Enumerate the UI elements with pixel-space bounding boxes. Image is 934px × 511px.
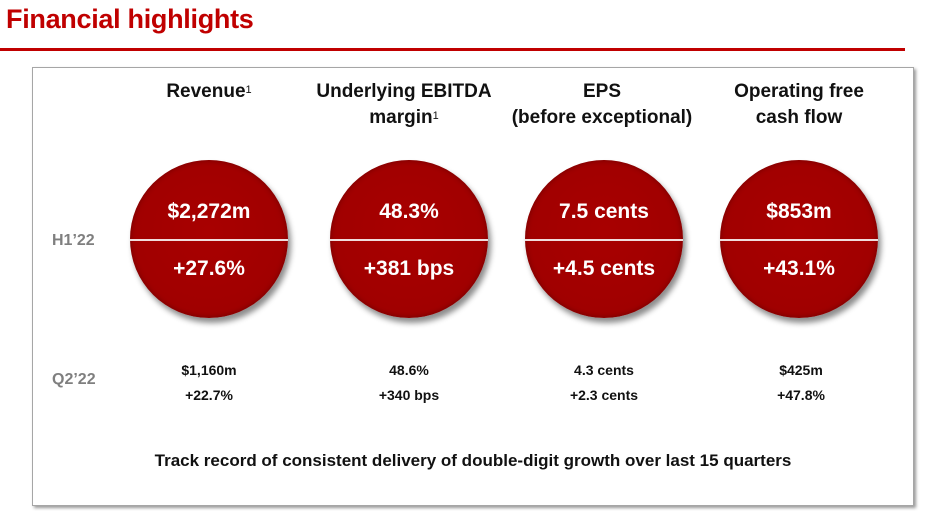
q2-fcf-change: +47.8% xyxy=(777,387,825,403)
h1-ebitda-circle: 48.3% +381 bps xyxy=(330,160,488,318)
h1-change: +4.5 cents xyxy=(552,257,656,280)
row-label-h1: H1’22 xyxy=(52,232,95,249)
heading-text: margin xyxy=(369,107,433,128)
q2-fcf-value: $425m xyxy=(779,362,823,378)
footer-statement: Track record of consistent delivery of d… xyxy=(154,451,792,470)
heading-text: cash flow xyxy=(755,107,843,128)
heading-eps: EPS (before exceptional) xyxy=(502,79,702,131)
row-label-q2: Q2’22 xyxy=(52,371,96,388)
heading-operating-fcf: Operating free cash flow xyxy=(699,79,899,131)
circle-divider xyxy=(720,239,878,241)
footnote-marker: 1 xyxy=(245,84,252,96)
h1-revenue-circle: $2,272m +27.6% xyxy=(130,160,288,318)
footnote-marker: 1 xyxy=(432,110,439,122)
heading-text: EPS xyxy=(582,81,622,102)
circle-divider xyxy=(525,239,683,241)
q2-eps-value: 4.3 cents xyxy=(574,362,634,378)
q2-revenue-change: +22.7% xyxy=(185,387,233,403)
page-title: Financial highlights xyxy=(6,4,254,34)
heading-text: Revenue xyxy=(166,81,246,102)
title-underline xyxy=(0,48,905,51)
heading-ebitda-margin: Underlying EBITDA margin1 xyxy=(304,79,504,131)
circle-divider xyxy=(330,239,488,241)
q2-eps-change: +2.3 cents xyxy=(569,387,639,403)
heading-text: Operating free xyxy=(734,81,864,102)
h1-value: $2,272m xyxy=(167,200,251,223)
circle-divider xyxy=(130,239,288,241)
q2-revenue-value: $1,160m xyxy=(181,362,237,378)
heading-text: Underlying EBITDA xyxy=(316,81,492,102)
h1-change: +27.6% xyxy=(173,257,245,280)
h1-value: $853m xyxy=(766,200,832,223)
h1-value: 48.3% xyxy=(379,200,439,223)
heading-text: (before exceptional) xyxy=(511,107,693,128)
heading-revenue: Revenue1 xyxy=(109,79,309,105)
q2-ebitda-change: +340 bps xyxy=(378,387,440,403)
q2-ebitda-value: 48.6% xyxy=(389,362,429,378)
h1-change: +381 bps xyxy=(363,257,455,280)
h1-change: +43.1% xyxy=(763,257,835,280)
h1-eps-circle: 7.5 cents +4.5 cents xyxy=(525,160,683,318)
h1-fcf-circle: $853m +43.1% xyxy=(720,160,878,318)
h1-value: 7.5 cents xyxy=(559,200,649,223)
